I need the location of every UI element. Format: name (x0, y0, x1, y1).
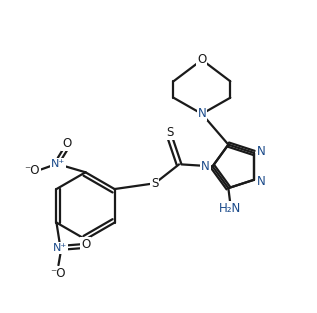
Text: N: N (257, 145, 265, 158)
Text: N⁺: N⁺ (51, 159, 65, 169)
Text: H₂N: H₂N (219, 202, 242, 215)
Text: ⁻O: ⁻O (24, 164, 40, 177)
Text: S: S (151, 177, 158, 190)
Text: O: O (197, 53, 206, 66)
Text: N⁺: N⁺ (53, 243, 68, 253)
Text: O: O (81, 238, 90, 251)
Text: N: N (257, 175, 265, 188)
Text: O: O (62, 137, 71, 150)
Text: S: S (167, 126, 174, 139)
Text: N: N (197, 107, 206, 121)
Text: ⁻O: ⁻O (50, 267, 65, 280)
Text: N: N (201, 160, 210, 173)
